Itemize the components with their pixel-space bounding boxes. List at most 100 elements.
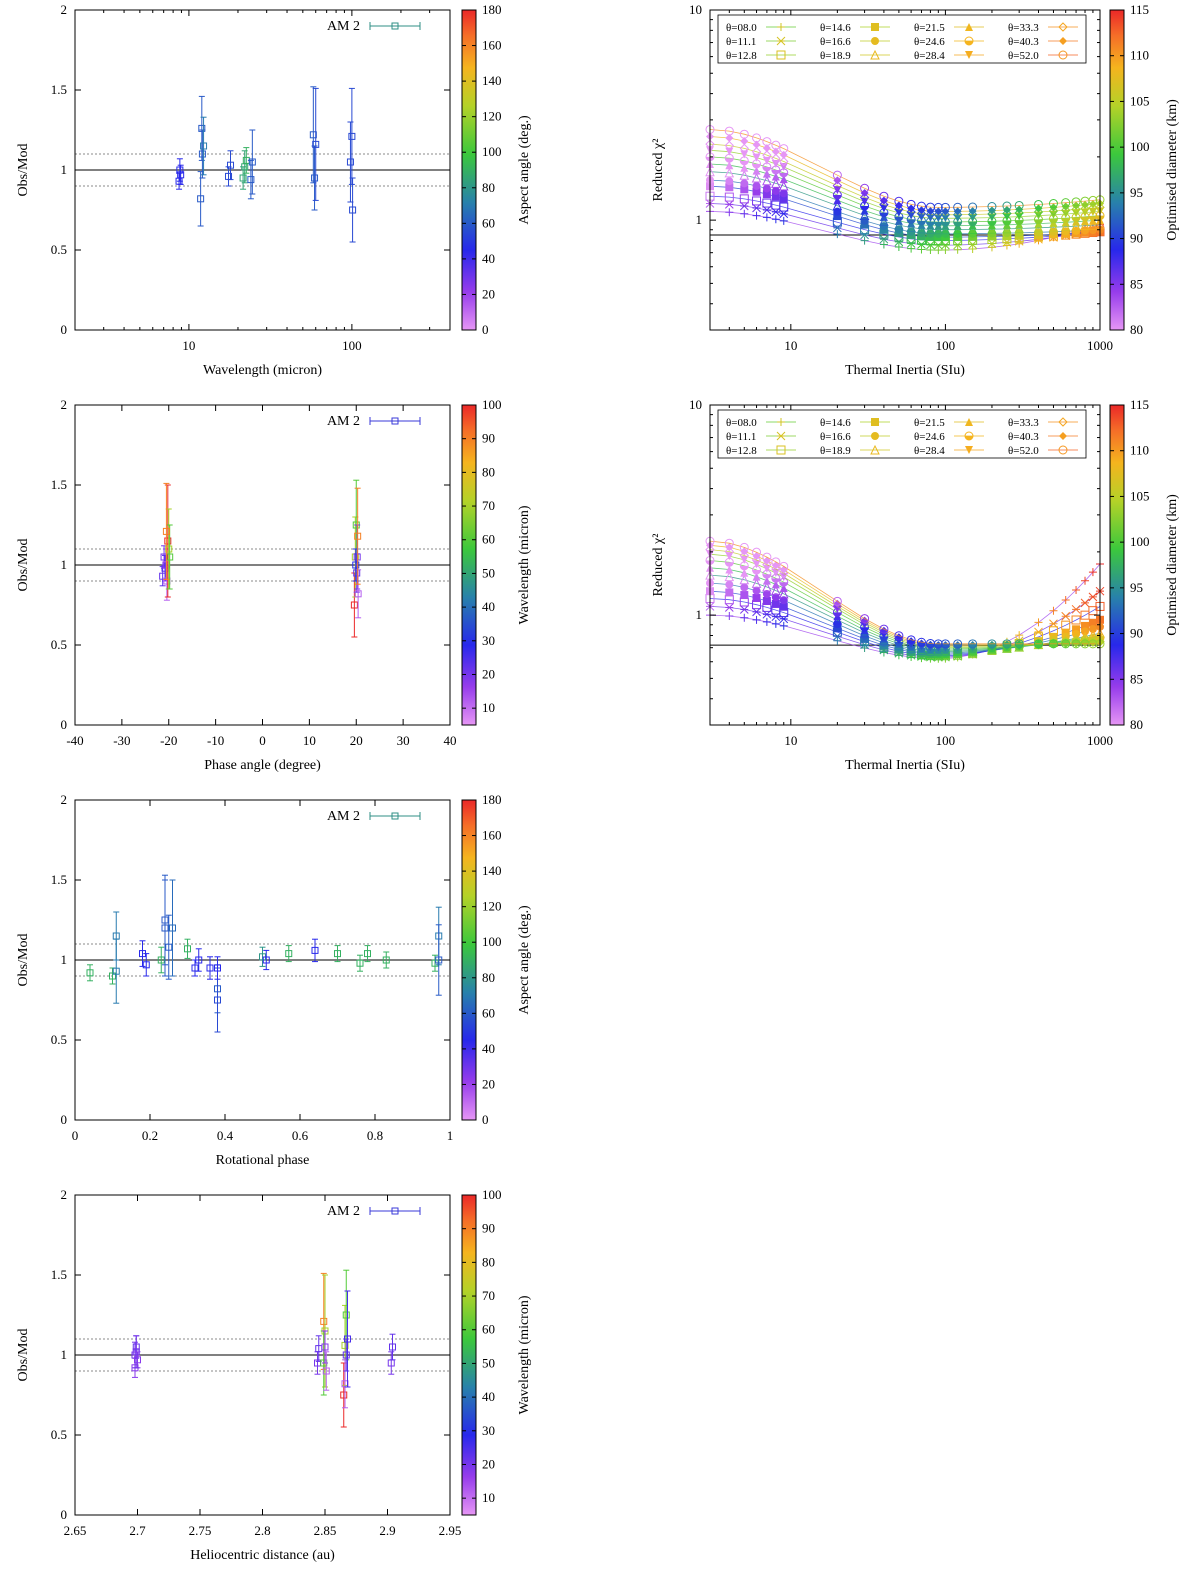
data-point bbox=[725, 562, 734, 567]
data-point bbox=[191, 964, 199, 972]
data-point bbox=[1080, 203, 1090, 214]
y-tick-label: 2 bbox=[61, 2, 68, 17]
data-point bbox=[777, 23, 785, 31]
data-point bbox=[752, 140, 761, 149]
data-point bbox=[322, 1367, 330, 1375]
data-point bbox=[248, 158, 256, 166]
data-point bbox=[965, 51, 973, 59]
data-point bbox=[778, 588, 789, 599]
data-point bbox=[771, 186, 780, 195]
legend-marker bbox=[391, 1207, 399, 1215]
legend-entry: θ=40.3 bbox=[1008, 36, 1039, 48]
colorbar-tick-label: 80 bbox=[1130, 717, 1143, 732]
data-point bbox=[987, 640, 996, 649]
data-point bbox=[740, 185, 749, 194]
colorbar-tick-label: 40 bbox=[482, 251, 495, 266]
data-point bbox=[776, 431, 786, 441]
legend-entry: θ=12.8 bbox=[726, 445, 757, 457]
data-point bbox=[739, 550, 750, 561]
data-point bbox=[382, 956, 390, 964]
legend-marker bbox=[391, 812, 399, 820]
data-point bbox=[833, 196, 842, 205]
data-point bbox=[435, 956, 443, 964]
data-point bbox=[941, 221, 950, 226]
data-point bbox=[871, 37, 879, 45]
data-point bbox=[239, 174, 247, 182]
y-tick-label: 2 bbox=[61, 1187, 68, 1202]
data-point bbox=[778, 180, 789, 191]
legend-entry: θ=52.0 bbox=[1008, 50, 1039, 62]
x-tick-label: 20 bbox=[350, 733, 363, 748]
data-point bbox=[739, 143, 750, 154]
data-point bbox=[860, 230, 869, 240]
data-point bbox=[779, 162, 788, 171]
colorbar-tick-label: 10 bbox=[482, 700, 495, 715]
data-point bbox=[894, 243, 903, 252]
data-point bbox=[832, 180, 843, 191]
x-tick-label: 0.4 bbox=[217, 1128, 234, 1143]
colorbar-tick-label: 20 bbox=[482, 1456, 495, 1471]
data-point bbox=[833, 207, 842, 216]
data-point bbox=[860, 206, 869, 215]
data-point bbox=[311, 946, 319, 954]
legend-label: AM 2 bbox=[327, 1204, 360, 1219]
data-point bbox=[740, 565, 749, 570]
x-tick-label: 2.85 bbox=[314, 1523, 337, 1538]
data-point bbox=[165, 943, 173, 951]
data-point bbox=[879, 624, 889, 634]
x-tick-label: 0 bbox=[72, 1128, 79, 1143]
data-point bbox=[968, 221, 977, 226]
data-point bbox=[879, 212, 888, 217]
data-point bbox=[1002, 220, 1011, 225]
colorbar-tick-label: 100 bbox=[482, 397, 502, 412]
data-point bbox=[725, 565, 734, 574]
data-point bbox=[779, 621, 788, 630]
colorbar-tick-label: 0 bbox=[482, 322, 489, 337]
data-point bbox=[965, 446, 973, 454]
data-point bbox=[247, 176, 255, 184]
data-point bbox=[197, 195, 205, 203]
legend-marker bbox=[391, 22, 399, 30]
data-point bbox=[739, 605, 749, 614]
legend-entry: θ=18.9 bbox=[820, 445, 851, 457]
legend-entry: θ=08.0 bbox=[726, 22, 757, 34]
data-point bbox=[779, 194, 788, 203]
data-point bbox=[354, 532, 362, 540]
data-point bbox=[832, 596, 842, 606]
data-point bbox=[779, 175, 788, 184]
y-tick-label: 1.5 bbox=[51, 477, 67, 492]
x-tick-label: -20 bbox=[160, 733, 177, 748]
data-point bbox=[1048, 199, 1058, 209]
colorbar bbox=[461, 9, 477, 331]
data-point bbox=[926, 221, 935, 226]
colorbar-tick-label: 95 bbox=[1130, 580, 1143, 595]
data-point bbox=[771, 215, 780, 224]
data-point bbox=[779, 156, 789, 167]
data-point bbox=[1048, 222, 1059, 232]
colorbar-tick-label: 95 bbox=[1130, 185, 1143, 200]
data-point bbox=[860, 216, 869, 225]
data-point bbox=[833, 604, 842, 613]
data-point bbox=[762, 574, 771, 579]
y-tick-label: 0 bbox=[61, 322, 68, 337]
data-point bbox=[740, 150, 749, 159]
data-point bbox=[1014, 208, 1024, 218]
y-tick-label: 0.5 bbox=[51, 1032, 67, 1047]
x-tick-label: 1000 bbox=[1087, 338, 1113, 353]
data-point bbox=[926, 245, 935, 254]
data-point bbox=[965, 436, 973, 440]
data-point bbox=[724, 167, 735, 178]
data-point bbox=[1014, 223, 1024, 234]
legend-entry: θ=14.6 bbox=[820, 22, 851, 34]
colorbar-tick-label: 120 bbox=[482, 109, 502, 124]
data-point bbox=[762, 576, 771, 585]
data-point bbox=[740, 163, 749, 172]
data-point bbox=[906, 635, 916, 645]
colorbar-tick-label: 80 bbox=[482, 1254, 495, 1269]
data-point bbox=[1071, 204, 1081, 215]
data-point bbox=[164, 537, 172, 545]
colorbar-tick-label: 115 bbox=[1130, 2, 1149, 17]
data-point bbox=[1060, 221, 1071, 232]
x-axis-label: Rotational phase bbox=[216, 1153, 310, 1168]
